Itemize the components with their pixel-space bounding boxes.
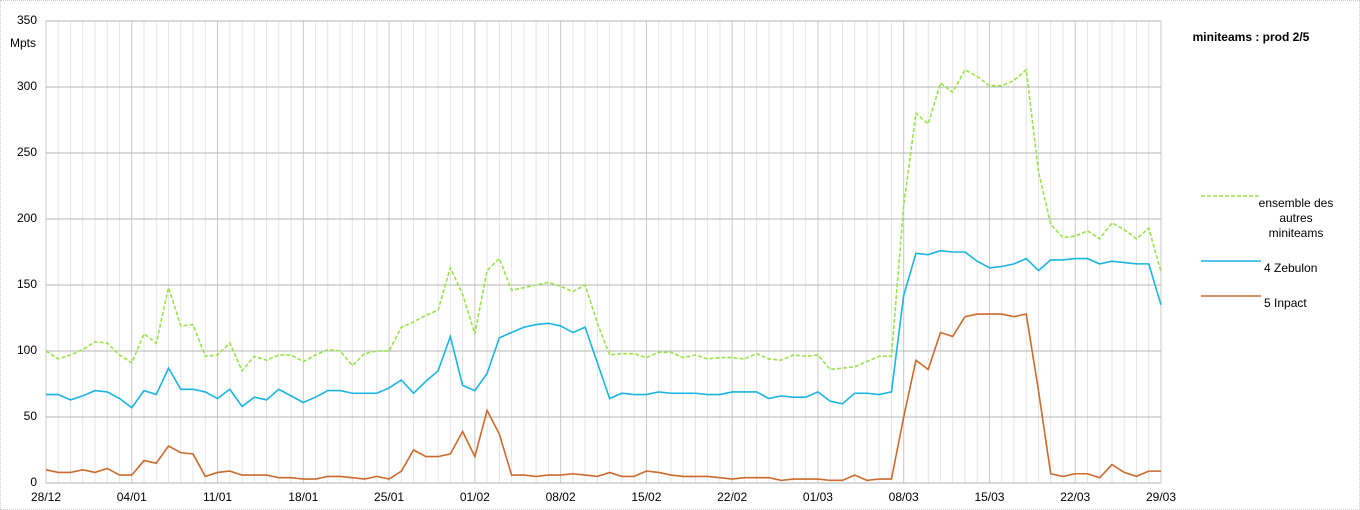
y-tick-label: 250 (17, 145, 37, 159)
series-line (45, 68, 1162, 373)
x-tick-label: 08/03 (889, 490, 919, 504)
series-line (45, 313, 1161, 482)
x-tick-label: 15/02 (631, 490, 661, 504)
x-tick-label: 08/02 (546, 490, 576, 504)
chart-title: miniteams : prod 2/5 (1193, 30, 1310, 44)
x-tick-label: 01/03 (803, 490, 833, 504)
x-tick-label: 22/03 (1060, 490, 1090, 504)
y-tick-label: 150 (17, 277, 37, 291)
series-line (46, 249, 1162, 409)
legend-label: 4 Zebulon (1264, 261, 1318, 275)
y-tick-label: 0 (30, 475, 37, 489)
x-tick-label: 01/02 (460, 490, 490, 504)
x-tick-label: 11/01 (203, 490, 232, 504)
x-tick-label: 25/01 (374, 490, 404, 504)
y-tick-label: 100 (17, 343, 37, 357)
x-tick-label: 28/12 (31, 490, 61, 504)
y-axis-label: Mpts (10, 36, 36, 50)
y-tick-label: 350 (17, 13, 37, 27)
x-tick-label: 15/03 (974, 490, 1004, 504)
legend-label: 5 Inpact (1264, 296, 1307, 310)
legend-label: ensemble des autres miniteams (1258, 196, 1334, 240)
y-tick-label: 200 (17, 211, 37, 225)
x-tick-label: 22/02 (717, 490, 747, 504)
x-tick-label: 29/03 (1146, 490, 1176, 504)
x-tick-label: 04/01 (117, 490, 147, 504)
y-tick-label: 300 (17, 79, 37, 93)
x-tick-label: 18/01 (288, 490, 318, 504)
y-tick-label: 50 (24, 409, 38, 423)
